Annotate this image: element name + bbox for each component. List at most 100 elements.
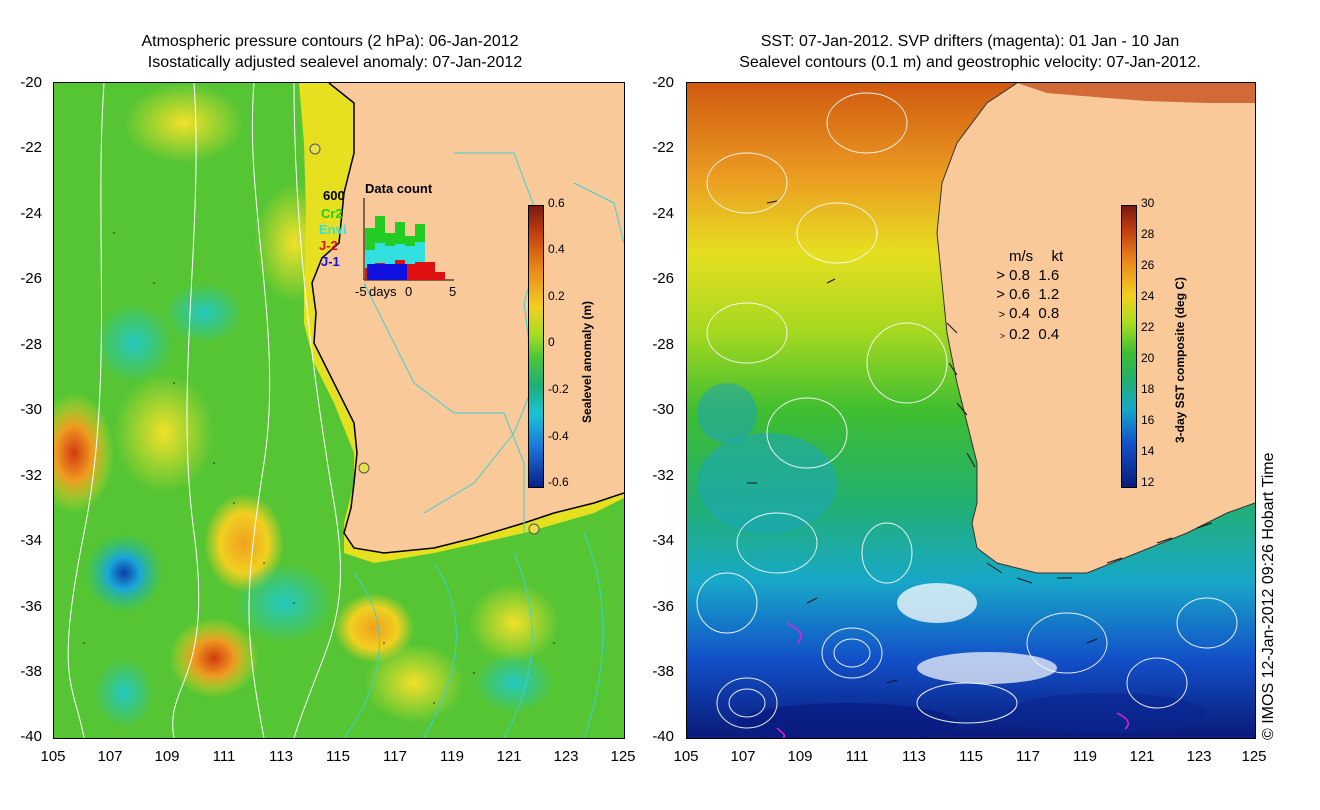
right-xtick: 109 bbox=[787, 748, 813, 765]
velocity-arrows bbox=[747, 200, 1213, 684]
track-dots bbox=[83, 232, 555, 704]
right-map-svg bbox=[687, 83, 1255, 738]
cb-left-tick-1: 0.4 bbox=[548, 242, 565, 256]
right-ytick: -26 bbox=[652, 270, 674, 287]
inset-histogram bbox=[363, 198, 454, 281]
vel-row: > 0.2 0.4 bbox=[999, 326, 1060, 343]
inset-xtick-neg5: -5 bbox=[355, 284, 367, 299]
right-ytick: -30 bbox=[652, 401, 674, 418]
left-xtick: 105 bbox=[40, 748, 66, 765]
vel-header: m/s kt bbox=[983, 247, 1063, 266]
right-ytick: -22 bbox=[652, 139, 674, 156]
vel-row: > 0.4 0.8 bbox=[998, 305, 1060, 322]
right-ytick: -20 bbox=[652, 74, 674, 91]
right-ytick: -40 bbox=[652, 728, 674, 745]
velocity-legend: m/s kt > 0.8 1.6 > 0.6 1.2 > 0.4 0.8 > 0… bbox=[983, 247, 1063, 346]
left-xtick: 107 bbox=[97, 748, 123, 765]
left-ytick: -24 bbox=[20, 205, 42, 222]
cb-right-tick-7: 16 bbox=[1141, 413, 1155, 427]
cb-left-tick-4: -0.2 bbox=[548, 382, 569, 396]
legend-envi: Envi bbox=[319, 222, 347, 237]
cb-right-tick-9: 12 bbox=[1141, 475, 1155, 489]
left-ytick: -20 bbox=[20, 74, 42, 91]
vel-kt: 1.2 bbox=[1038, 286, 1060, 303]
left-map[interactable]: 600 Data count Cr2 Envi J-2 J-1 bbox=[53, 82, 625, 739]
left-ytick: -26 bbox=[20, 270, 42, 287]
legend-j2: J-2 bbox=[319, 238, 338, 253]
sealevel-colorbar bbox=[528, 205, 544, 488]
inset-xtick-0: 0 bbox=[405, 284, 413, 299]
right-xtick: 117 bbox=[1016, 748, 1040, 765]
cb-right-label: 3-day SST composite (deg C) bbox=[1173, 276, 1187, 443]
right-title: SST: 07-Jan-2012. SVP drifters (magenta)… bbox=[660, 31, 1280, 73]
vel-header-ms: m/s bbox=[1009, 248, 1034, 265]
cb-left-tick-0: 0.6 bbox=[548, 196, 565, 210]
vel-row: > 0.6 1.2 bbox=[996, 286, 1060, 303]
vel-ms: 0.2 bbox=[1009, 326, 1031, 343]
right-ytick: -24 bbox=[652, 205, 674, 222]
vel-kt: 1.6 bbox=[1038, 267, 1060, 284]
right-xtick: 107 bbox=[730, 748, 756, 765]
right-xtick: 121 bbox=[1129, 748, 1155, 765]
right-xtick: 111 bbox=[845, 748, 869, 765]
left-ytick: -36 bbox=[20, 598, 42, 615]
vel-row: > 0.8 1.6 bbox=[996, 267, 1060, 284]
cb-left-tick-2: 0.2 bbox=[548, 289, 565, 303]
right-xtick: 115 bbox=[959, 748, 983, 765]
inset-ymax: 600 bbox=[323, 188, 345, 203]
sealevel-contours bbox=[696, 92, 1238, 729]
left-xtick: 115 bbox=[326, 748, 350, 765]
sst-colorbar bbox=[1121, 205, 1137, 488]
right-ytick: -32 bbox=[652, 467, 674, 484]
left-xtick: 111 bbox=[212, 748, 236, 765]
left-ytick: -30 bbox=[20, 401, 42, 418]
right-xtick: 123 bbox=[1186, 748, 1212, 765]
credit: © IMOS 12-Jan-2012 09:26 Hobart Time bbox=[1260, 452, 1277, 740]
vel-kt: 0.8 bbox=[1038, 305, 1060, 322]
right-ytick: -28 bbox=[652, 336, 674, 353]
station-marker[interactable] bbox=[309, 143, 321, 155]
inset-xtick-5: 5 bbox=[449, 284, 457, 299]
cb-left-tick-5: -0.4 bbox=[548, 429, 569, 443]
left-ytick: -32 bbox=[20, 467, 42, 484]
cb-right-tick-4: 22 bbox=[1141, 320, 1155, 334]
right-title-line1: SST: 07-Jan-2012. SVP drifters (magenta)… bbox=[760, 33, 1180, 50]
cb-right-tick-1: 28 bbox=[1141, 227, 1155, 241]
vel-header-kt: kt bbox=[1051, 248, 1064, 265]
right-xtick: 113 bbox=[902, 748, 926, 765]
left-title-line2: Isostatically adjusted sealevel anomaly:… bbox=[147, 54, 523, 71]
left-title: Atmospheric pressure contours (2 hPa): 0… bbox=[70, 31, 590, 73]
data-count-inset: 600 Data count Cr2 Envi J-2 J-1 bbox=[309, 178, 459, 308]
cb-right-tick-6: 18 bbox=[1141, 382, 1155, 396]
cb-left-tick-3: 0 bbox=[548, 335, 555, 349]
left-xtick: 119 bbox=[440, 748, 464, 765]
legend-j1: J-1 bbox=[321, 254, 340, 269]
left-xtick: 109 bbox=[154, 748, 180, 765]
land bbox=[312, 83, 624, 553]
land bbox=[937, 83, 1255, 573]
station-marker[interactable] bbox=[528, 523, 540, 535]
left-xtick: 117 bbox=[383, 748, 407, 765]
left-ytick: -38 bbox=[20, 663, 42, 680]
cb-right-tick-0: 30 bbox=[1141, 196, 1155, 210]
left-ytick: -34 bbox=[20, 532, 42, 549]
cb-right-tick-5: 20 bbox=[1141, 351, 1155, 365]
right-xtick: 125 bbox=[1241, 748, 1267, 765]
right-xtick: 119 bbox=[1073, 748, 1097, 765]
right-ytick: -34 bbox=[652, 532, 674, 549]
right-ytick: -36 bbox=[652, 598, 674, 615]
cb-right-tick-2: 26 bbox=[1141, 258, 1155, 272]
station-marker[interactable] bbox=[358, 462, 370, 474]
inset-title: Data count bbox=[365, 181, 433, 196]
right-title-line2: Sealevel contours (0.1 m) and geostrophi… bbox=[739, 54, 1201, 71]
right-xtick: 105 bbox=[673, 748, 699, 765]
left-title-line1: Atmospheric pressure contours (2 hPa): 0… bbox=[141, 33, 519, 50]
right-map[interactable]: m/s kt > 0.8 1.6 > 0.6 1.2 > 0.4 0.8 > 0… bbox=[686, 82, 1256, 739]
inset-xtick-days: days bbox=[369, 284, 397, 299]
left-xtick: 123 bbox=[553, 748, 579, 765]
cb-right-tick-8: 14 bbox=[1141, 444, 1155, 458]
left-xtick: 125 bbox=[610, 748, 636, 765]
cb-right-tick-3: 24 bbox=[1141, 289, 1155, 303]
coastline bbox=[311, 83, 624, 554]
vel-kt: 0.4 bbox=[1038, 326, 1060, 343]
